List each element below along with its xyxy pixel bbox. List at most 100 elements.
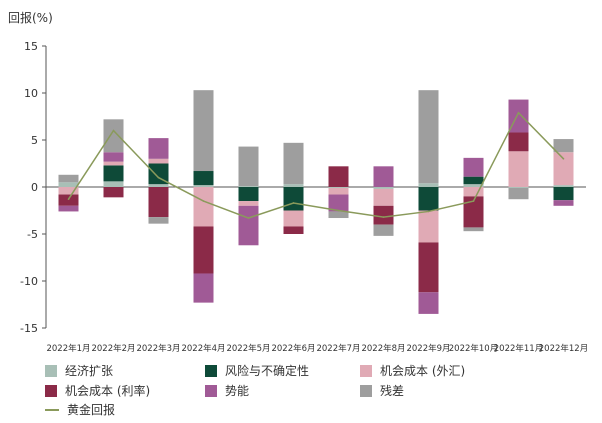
bar-s3-c1 [103,187,124,198]
legend-swatch-momentum [205,384,217,397]
legend-swatch-fx [360,364,372,377]
bar-s3-c3 [193,226,214,274]
bar-s0-c6 [328,187,349,188]
x-tick-label-3: 2022年4月 [181,343,225,354]
legend-swatch-residual [360,384,372,397]
bar-s4-c2 [148,138,169,159]
y-tick-label-0: 15 [24,40,38,53]
bar-s0-c2 [148,184,169,187]
bar-s5-c7 [373,224,394,236]
y-tick-label-2: 5 [31,134,38,147]
bar-s4-c3 [193,273,214,303]
x-tick-label-1: 2022年2月 [91,343,135,354]
bar-s2-c1 [103,161,124,166]
bar-s4-c7 [373,166,394,187]
bar-s1-c1 [103,165,124,182]
y-tick-label-1: 10 [24,87,38,100]
bar-s1-c5 [283,187,304,211]
bar-s2-c8 [418,210,439,243]
gold-point-7 [382,216,385,218]
gold-point-0 [67,198,70,201]
x-tick-label-11: 2022年12月 [539,343,588,354]
bar-s4-c10 [508,99,529,133]
x-tick-label-7: 2022年8月 [361,343,405,354]
bar-s4-c4 [238,205,259,246]
gold-point-1 [112,129,115,132]
bar-s0-c7 [373,187,394,189]
bar-s2-c6 [328,187,349,195]
legend-label-risk: 风险与不确定性 [225,364,310,378]
x-tick-label-6: 2022年7月 [316,343,360,354]
bar-s4-c1 [103,152,124,162]
bar-s0-c4 [238,186,259,187]
bar-s0-c5 [283,184,304,187]
bar-s5-c6 [328,211,349,219]
gold-point-6 [337,209,340,212]
bar-s3-c5 [283,226,304,234]
gold-point-10 [517,111,520,114]
legend-swatch-risk [205,364,217,377]
legend-label-fx: 机会成本 (外汇) [380,364,466,378]
bar-s2-c10 [508,151,529,187]
legend-label-gold: 黄金回报 [67,403,116,417]
gold-point-8 [427,210,430,213]
bar-s3-c7 [373,205,394,225]
legend-item-residual: 残差 [360,382,404,399]
bar-s1-c9 [463,176,484,185]
bar-s2-c4 [238,201,259,206]
legend-item-rate: 机会成本 (利率) [45,382,150,399]
legend-item-risk: 风险与不确定性 [205,362,309,379]
bar-s3-c0 [58,194,79,206]
bar-s5-c8 [418,90,439,184]
y-axis-label: 回报(%) [8,10,53,25]
bar-s5-c3 [193,90,214,172]
bar-s0-c10 [508,187,529,188]
gold-point-9 [472,200,475,202]
gold-point-2 [157,176,160,179]
x-tick-label-0: 2022年1月 [46,343,90,354]
bar-s5-c0 [58,174,79,183]
bar-s3-c8 [418,242,439,293]
bar-s5-c10 [508,187,529,200]
gold-return-line [67,111,565,219]
bar-s5-c1 [103,119,124,153]
bar-s3-c6 [328,166,349,187]
bar-s1-c11 [553,187,574,201]
gold-point-5 [292,202,295,204]
legend-label-residual: 残差 [380,384,405,398]
gold-point-11 [562,158,565,160]
x-tick-label-5: 2022年6月 [271,343,315,354]
legend-item-fx: 机会成本 (外汇) [360,362,465,379]
legend-swatch-expansion [45,364,57,377]
bar-s0-c9 [463,184,484,187]
bar-s0-c11 [553,185,574,187]
bar-s1-c3 [193,171,214,186]
bar-s4-c11 [553,200,574,206]
bar-s5-c11 [553,139,574,153]
bar-s2-c7 [373,188,394,206]
y-tick-label-6: -15 [20,322,38,335]
x-tick-label-4: 2022年5月 [226,343,270,354]
bar-s4-c9 [463,157,484,177]
legend-label-expansion: 经济扩张 [65,364,114,378]
bar-s5-c5 [283,142,304,185]
bar-s3-c10 [508,132,529,152]
bar-s0-c8 [418,183,439,187]
bar-s2-c11 [553,152,574,186]
chart-area: 回报(%) 15 10 5 0 -5 -10 -15 2022年1月 2022年2月 2022年3月… [8,10,588,354]
legend-item-gold: 黄金回报 [45,401,115,418]
legend-item-momentum: 势能 [205,382,249,399]
y-tick-label-3: 0 [31,181,38,194]
legend: 经济扩张 风险与不确定性 机会成本 (外汇) 机会成本 (利率) 势能 残差 黄… [45,362,585,422]
bar-s2-c3 [193,187,214,227]
legend-label-rate: 机会成本 (利率) [65,384,151,398]
legend-line-gold [45,408,59,411]
bar-s5-c2 [148,217,169,224]
y-tick-label-5: -10 [20,275,38,288]
y-tick-label-4: -5 [27,228,38,241]
bar-s2-c2 [148,158,169,164]
bar-s0-c1 [103,181,124,187]
bar-s3-c2 [148,187,169,218]
bar-s2-c0 [58,187,79,195]
bar-s1-c8 [418,187,439,211]
